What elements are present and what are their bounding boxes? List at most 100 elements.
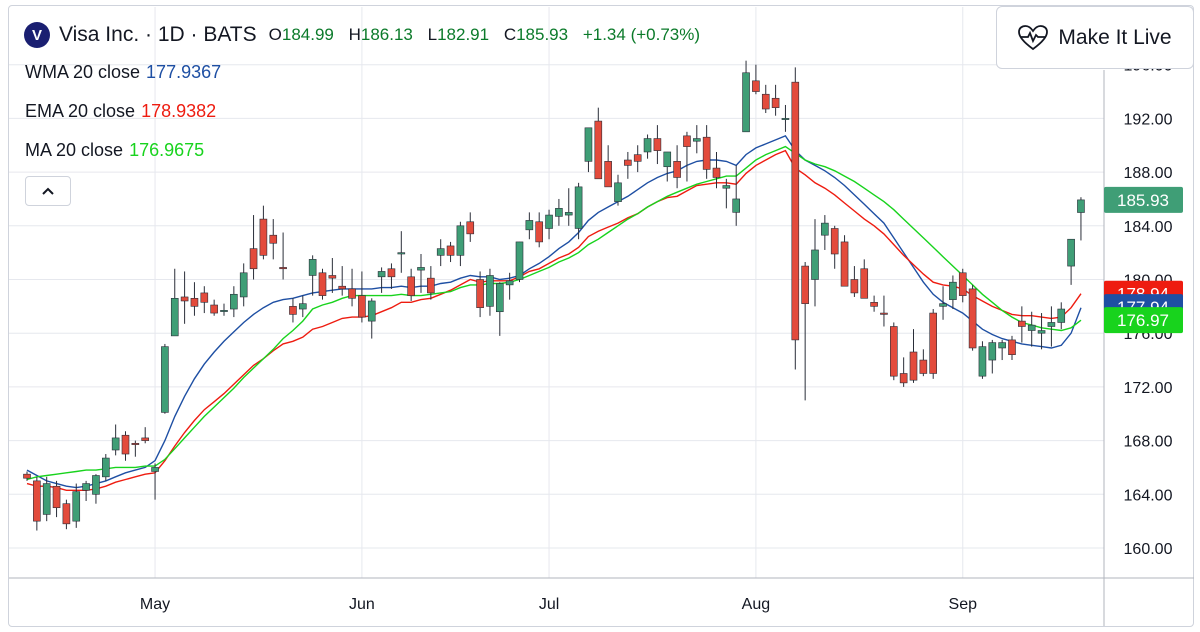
candle-up [1037, 330, 1046, 334]
candle-down [387, 268, 396, 278]
candle-up [505, 280, 514, 286]
candle-down [604, 161, 612, 188]
price-label-box [1104, 307, 1183, 334]
candle-down [909, 351, 918, 381]
candle-up [555, 208, 563, 217]
chevron-up-icon [42, 187, 54, 195]
symbol-title[interactable]: Visa Inc. · 1D · BATS [59, 23, 257, 46]
x-tick-label: Aug [742, 596, 770, 613]
candle-up [1027, 324, 1036, 331]
candle-down [249, 248, 258, 270]
ohlc-readout: O184.99 H186.13 L182.91 C185.93 +1.34 (+… [269, 25, 710, 45]
open-value: 184.99 [281, 25, 334, 44]
candle-down [624, 159, 632, 166]
y-tick-label: 184.00 [1124, 219, 1173, 236]
high-label: H [348, 25, 361, 44]
candle-down [752, 80, 760, 92]
candle-up [545, 214, 553, 229]
candle-down [318, 272, 327, 296]
candle-up [151, 467, 159, 472]
visa-logo: V [24, 22, 50, 48]
candle-up [92, 475, 100, 495]
candle-up [456, 225, 465, 256]
candle-up [614, 182, 622, 202]
heart-pulse-icon [1018, 24, 1049, 50]
wma-legend[interactable]: WMA 20 close 177.9367 [25, 62, 221, 83]
candle-up [230, 293, 238, 310]
candle-down [761, 93, 770, 110]
ma-legend[interactable]: MA 20 close 176.9675 [25, 140, 204, 161]
candle-up [42, 483, 51, 515]
price-label-text: 185.93 [1117, 191, 1169, 210]
candle-up [949, 281, 957, 300]
candle-up [1077, 199, 1085, 213]
x-tick-label: Jul [539, 596, 559, 613]
collapse-legend-button[interactable] [25, 176, 71, 206]
candle-up [663, 151, 672, 168]
ma-value: 176.9675 [129, 140, 205, 160]
candle-down [870, 302, 878, 307]
candle-down [190, 297, 199, 307]
candle-up [811, 249, 819, 280]
candle-down [791, 81, 800, 341]
candle-down [328, 275, 337, 279]
low-value: 182.91 [437, 25, 490, 44]
candle-down [476, 279, 484, 308]
candle-down [200, 292, 209, 303]
candle-up [397, 252, 406, 255]
candle-down [958, 272, 967, 296]
candle-up [988, 342, 997, 361]
candle-up [367, 300, 376, 322]
ma-line [26, 145, 1082, 481]
candle-down [348, 288, 356, 299]
candle-down [702, 136, 711, 170]
candle-down [121, 434, 130, 455]
candle-down [771, 97, 780, 108]
ma-label: MA 20 close [25, 140, 124, 160]
y-tick-label: 188.00 [1124, 165, 1173, 182]
candle-down [919, 359, 928, 374]
candle-up [72, 491, 81, 522]
candle-up [574, 186, 583, 229]
candle-down [269, 234, 278, 244]
candle-up [722, 185, 731, 189]
candle-up [170, 297, 179, 337]
candle-up [298, 303, 307, 310]
ema-legend[interactable]: EMA 20 close 178.9382 [25, 101, 216, 122]
candle-down [289, 306, 297, 315]
candle-up [821, 222, 829, 236]
close-value: 185.93 [516, 25, 569, 44]
ema-value: 178.9382 [141, 101, 217, 121]
candle-up [781, 118, 790, 120]
high-value: 186.13 [360, 25, 413, 44]
candle-down [131, 442, 140, 445]
y-tick-label: 172.00 [1124, 380, 1173, 397]
candle-up [495, 283, 504, 313]
wma-value: 177.9367 [146, 62, 222, 82]
wma-label: WMA 20 close [25, 62, 141, 82]
candle-up [515, 241, 524, 280]
candle-up [417, 267, 425, 271]
candle-down [1018, 320, 1026, 327]
candle-up [436, 248, 445, 256]
x-tick-label: May [140, 596, 170, 613]
candle-up [1057, 308, 1066, 323]
candle-down [673, 161, 681, 178]
candle-up [308, 259, 317, 276]
candle-down [683, 135, 691, 147]
candle-up [111, 437, 120, 451]
candle-down [830, 228, 839, 255]
candle-down [889, 326, 898, 377]
candle-down [427, 277, 435, 294]
price-label-box [1104, 186, 1183, 213]
make-it-live-button[interactable]: Make It Live [996, 6, 1194, 69]
candle-down [279, 267, 287, 270]
candle-up [732, 198, 741, 213]
y-tick-label: 164.00 [1124, 487, 1173, 504]
candle-up [564, 212, 573, 216]
y-tick-label: 192.00 [1124, 111, 1173, 128]
candle-down [446, 245, 455, 256]
candle-down [653, 138, 662, 151]
candle-down [712, 167, 721, 178]
